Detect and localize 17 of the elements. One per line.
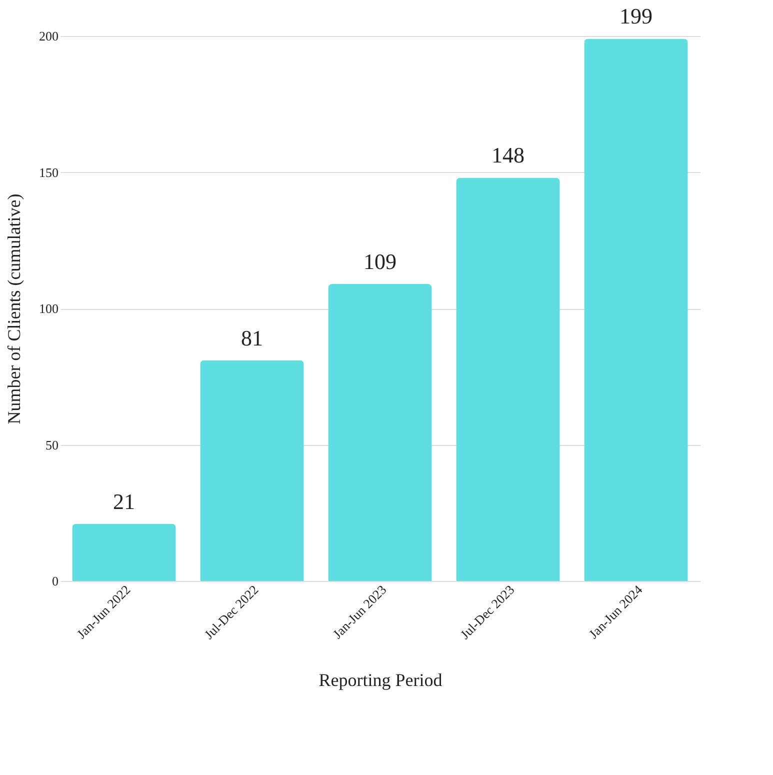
data-label: 21	[113, 488, 135, 514]
y-tick-label: 100	[39, 301, 58, 316]
bar	[456, 178, 560, 581]
y-tick-label: 0	[52, 574, 58, 588]
bar	[584, 38, 688, 581]
data-label: 109	[364, 248, 396, 274]
bar	[72, 524, 176, 581]
y-axis-title: Number of Clients (cumulative)	[4, 194, 24, 424]
data-label: 81	[241, 325, 263, 350]
y-tick-label: 50	[46, 437, 58, 452]
bar	[200, 360, 304, 581]
bar	[328, 284, 432, 581]
y-tick-label: 200	[39, 28, 58, 44]
x-axis-title: Reporting Period	[318, 670, 442, 690]
data-label: 199	[620, 4, 652, 29]
y-tick-label: 150	[39, 164, 58, 180]
data-label: 148	[492, 142, 524, 168]
